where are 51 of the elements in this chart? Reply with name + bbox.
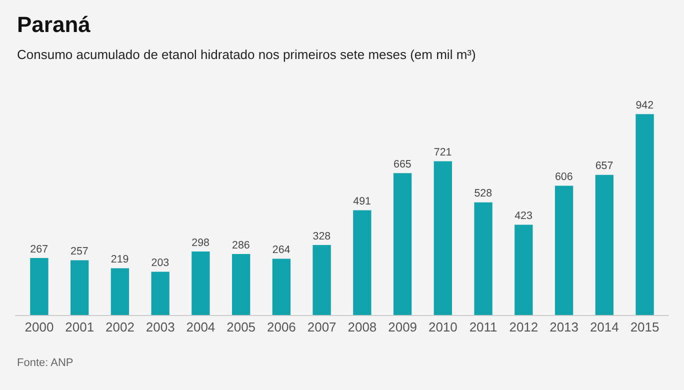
bar <box>434 161 452 315</box>
data-label: 257 <box>70 246 88 258</box>
data-label: 203 <box>151 257 170 270</box>
x-tick-label: 2006 <box>266 320 296 335</box>
data-label: 942 <box>636 99 654 112</box>
bar <box>595 174 614 315</box>
bar <box>151 272 170 315</box>
source-note: Fonte: ANP <box>17 357 74 369</box>
data-label: 328 <box>312 230 331 242</box>
x-tick-label: 2007 <box>307 320 336 335</box>
x-tick-label: 2014 <box>590 320 619 335</box>
data-label: 528 <box>474 188 492 200</box>
data-label: 491 <box>353 196 372 208</box>
data-label: 606 <box>554 171 573 184</box>
bar <box>474 202 492 315</box>
x-tick-label: 2012 <box>509 320 538 335</box>
x-tick-label: 2001 <box>65 320 94 335</box>
bar <box>70 260 89 315</box>
x-tick-label: 2008 <box>348 320 377 335</box>
chart-title: Paraná <box>17 12 92 37</box>
bar <box>312 245 331 315</box>
data-label: 657 <box>595 160 614 172</box>
bar <box>30 258 48 315</box>
bar <box>514 224 533 315</box>
data-label: 219 <box>110 254 129 266</box>
bar <box>110 268 130 315</box>
chart-subtitle: Consumo acumulado de etanol hidratado nos primeiros sete meses (em mil m³) <box>17 47 476 62</box>
x-tick-label: 2011 <box>469 320 498 335</box>
data-label: 298 <box>192 236 210 249</box>
data-label: 267 <box>30 243 48 256</box>
bar <box>393 173 412 315</box>
bar <box>353 210 372 315</box>
x-tick-label: 2000 <box>24 320 54 335</box>
x-tick-label: 2009 <box>388 320 418 335</box>
data-label: 423 <box>514 210 532 222</box>
x-tick-label: 2015 <box>630 320 660 335</box>
bar <box>636 114 654 315</box>
x-tick-label: 2004 <box>186 320 216 335</box>
x-tick-label: 2005 <box>226 320 256 335</box>
bar <box>232 254 250 315</box>
x-tick-label: 2002 <box>106 320 134 335</box>
bar <box>554 186 574 315</box>
bar <box>192 251 210 315</box>
data-label: 286 <box>232 239 250 252</box>
x-tick-label: 2010 <box>428 320 458 335</box>
bar <box>272 258 291 315</box>
data-label: 665 <box>393 158 412 170</box>
x-tick-label: 2013 <box>550 320 578 335</box>
x-tick-label: 2003 <box>146 320 175 335</box>
data-label: 264 <box>272 244 290 256</box>
data-label: 721 <box>434 146 452 159</box>
